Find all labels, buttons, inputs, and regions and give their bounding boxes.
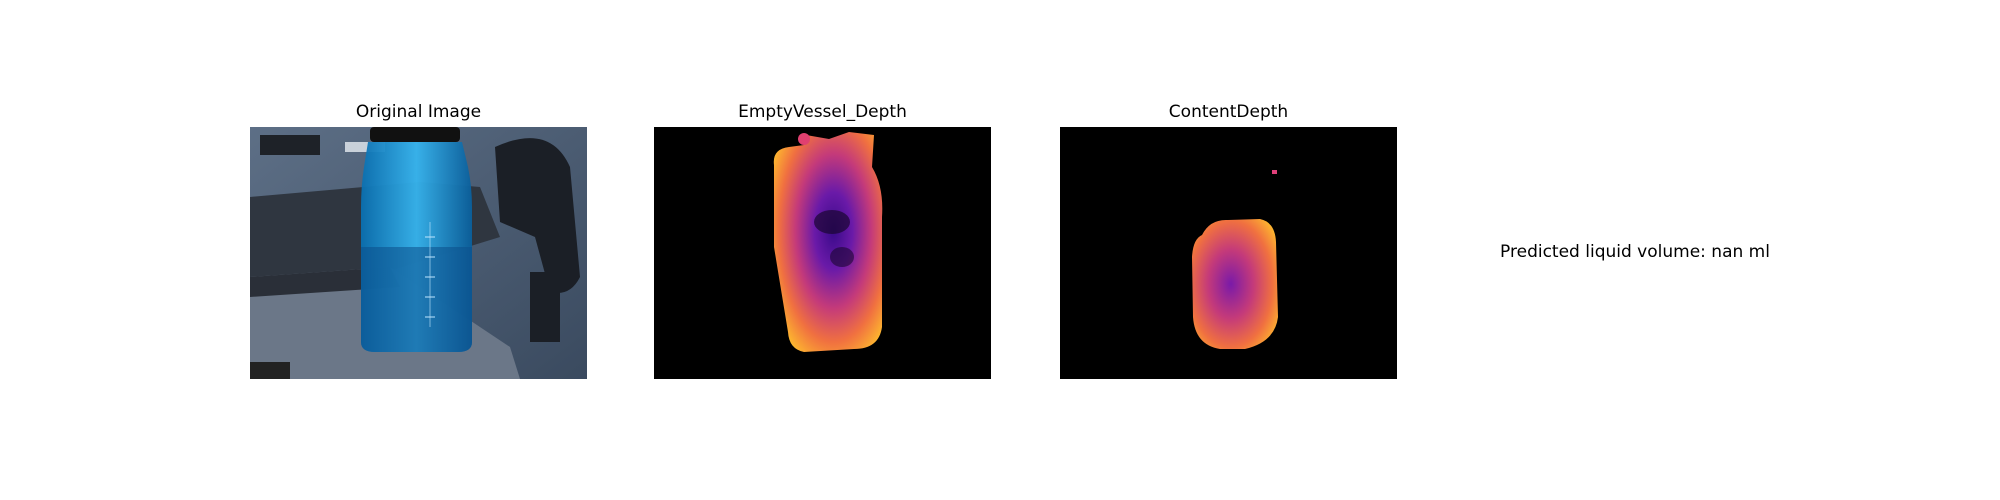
panel-title: EmptyVessel_Depth <box>738 102 907 122</box>
content-depth-map <box>1060 127 1397 379</box>
original-photo <box>250 127 587 379</box>
depth-map-image <box>1060 127 1397 379</box>
predicted-volume-text: Predicted liquid volume: nan ml <box>1500 242 1770 262</box>
panel-title: Original Image <box>355 102 482 122</box>
empty-vessel-depth-map <box>654 127 991 379</box>
panel-title: ContentDepth <box>1168 102 1289 122</box>
original-image <box>250 127 587 379</box>
depth-map-image <box>654 127 991 379</box>
